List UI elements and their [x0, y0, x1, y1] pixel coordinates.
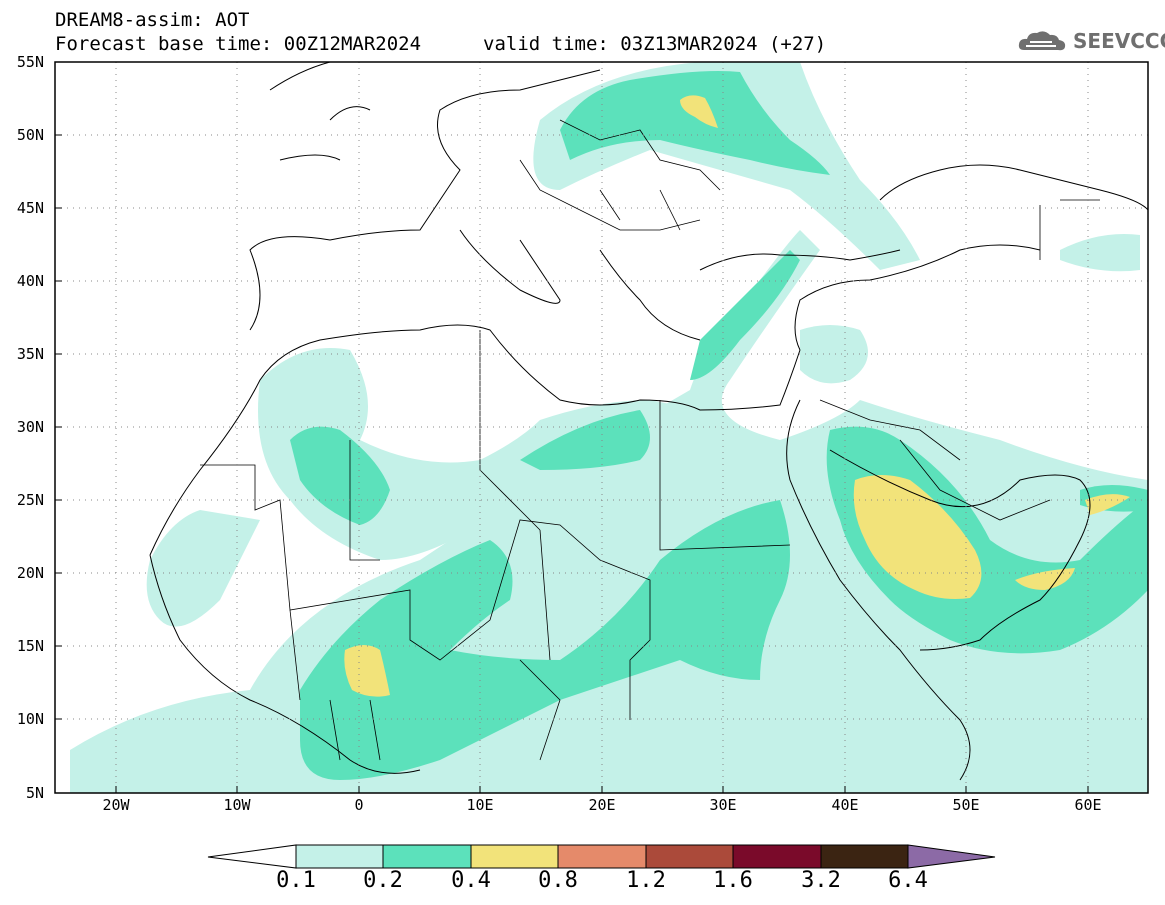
- axis-ticks: [55, 61, 1089, 793]
- lon-label: 20W: [102, 796, 130, 814]
- coastlines: [149, 62, 1148, 781]
- colorbar-label: 0.2: [363, 868, 403, 893]
- lat-label: 40N: [16, 272, 44, 290]
- lat-label: 5N: [25, 784, 44, 802]
- lon-label: 20E: [588, 796, 616, 814]
- lat-label: 20N: [16, 564, 44, 582]
- colorbar-label: 0.8: [538, 868, 578, 893]
- colorbar-segment: [732, 844, 822, 869]
- forecast-base-time: Forecast base time: 00Z12MAR2024: [55, 33, 422, 55]
- colorbar-label: 1.2: [626, 868, 666, 893]
- cloud-logo-icon: [1018, 31, 1066, 51]
- lat-label: 10N: [16, 710, 44, 728]
- colorbar-label: 1.6: [713, 868, 753, 893]
- lat-label: 25N: [16, 491, 44, 509]
- lat-label: 50N: [16, 126, 44, 144]
- colorbar-label: 0.4: [451, 868, 491, 893]
- colorbar-high-arrow: [907, 844, 996, 869]
- lon-label: 10W: [223, 796, 251, 814]
- lon-label: 30E: [709, 796, 737, 814]
- graticule: [55, 62, 1148, 793]
- colorbar-segment: [645, 844, 734, 869]
- colorbar: [207, 844, 996, 869]
- lon-label: 50E: [952, 796, 980, 814]
- valid-time: valid time: 03Z13MAR2024 (+27): [483, 33, 827, 55]
- colorbar-segment: [382, 844, 472, 869]
- colorbar-label: 6.4: [888, 868, 928, 893]
- logo-text: SEEVCCC: [1073, 29, 1165, 53]
- lon-label: 10E: [466, 796, 494, 814]
- lon-label: 40E: [831, 796, 859, 814]
- lat-label: 45N: [16, 199, 44, 217]
- lat-label: 35N: [16, 345, 44, 363]
- colorbar-label: 3.2: [801, 868, 841, 893]
- aot-high-areas: [344, 95, 1130, 697]
- lat-label: 55N: [16, 53, 44, 71]
- lat-label: 15N: [16, 637, 44, 655]
- lon-label: 60E: [1074, 796, 1102, 814]
- map-title: DREAM8-assim: AOT: [55, 9, 250, 31]
- colorbar-label: 0.1: [276, 868, 316, 893]
- colorbar-segment: [295, 844, 384, 869]
- colorbar-segment: [470, 844, 559, 869]
- lon-label: 0: [354, 796, 364, 814]
- colorbar-low-arrow: [207, 844, 297, 869]
- lat-label: 30N: [16, 418, 44, 436]
- colorbar-segment: [557, 844, 647, 869]
- colorbar-segment: [820, 844, 909, 869]
